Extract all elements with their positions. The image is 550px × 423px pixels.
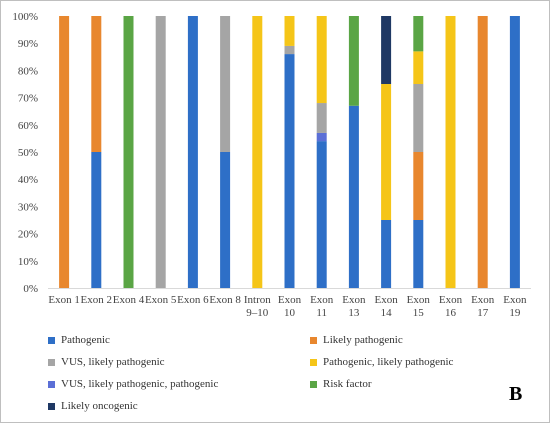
- y-tick-label: 40%: [18, 174, 38, 186]
- x-tick-label: 19: [509, 307, 521, 319]
- x-tick-label: Exon: [439, 294, 463, 306]
- x-tick-label: Intron: [244, 294, 271, 306]
- bar-segment: [477, 16, 488, 288]
- legend-label: VUS, likely pathogenic: [61, 356, 165, 368]
- x-tick-label: 14: [381, 307, 393, 319]
- x-tick-label: Exon: [503, 294, 527, 306]
- bar-segment: [155, 16, 166, 288]
- x-tick-label: 15: [413, 307, 425, 319]
- bar-segment: [220, 16, 231, 152]
- bar-segment: [220, 152, 231, 288]
- legend-label: VUS, likely pathogenic, pathogenic: [61, 378, 219, 390]
- legend-swatch: [48, 336, 55, 344]
- legend-item: Pathogenic: [48, 334, 110, 346]
- y-tick-label: 0%: [23, 283, 38, 295]
- x-tick-label: Exon 4: [113, 294, 145, 306]
- legend-label: Likely oncogenic: [61, 400, 138, 412]
- x-tick-label: 11: [316, 307, 327, 319]
- y-tick-label: 50%: [18, 147, 38, 159]
- bar-segment: [316, 103, 327, 133]
- legend-item: Likely pathogenic: [310, 334, 403, 346]
- y-tick-label: 80%: [18, 65, 38, 77]
- y-tick-label: 10%: [18, 256, 38, 268]
- bar-segment: [187, 16, 198, 288]
- x-tick-label: 9–10: [246, 307, 269, 319]
- bar-segment: [284, 45, 295, 55]
- bar-segment: [284, 16, 295, 46]
- legend-item: Pathogenic, likely pathogenic: [310, 356, 453, 368]
- x-tick-label: Exon: [471, 294, 495, 306]
- legend-label: Risk factor: [323, 378, 372, 390]
- legend-swatch: [48, 380, 55, 388]
- legend-swatch: [310, 380, 317, 388]
- x-tick-label: Exon: [310, 294, 334, 306]
- bar-segment: [445, 16, 456, 288]
- legend-item: Likely oncogenic: [48, 400, 138, 412]
- bar-segment: [316, 141, 327, 288]
- bar-segment: [509, 16, 520, 288]
- bar-segment: [284, 54, 295, 288]
- bar-segment: [316, 132, 327, 142]
- x-tick-label: Exon 6: [177, 294, 209, 306]
- bar-segment: [316, 16, 327, 104]
- bar-segment: [413, 51, 424, 84]
- legend-label: Likely pathogenic: [323, 334, 403, 346]
- x-tick-label: Exon: [342, 294, 366, 306]
- bar-segment: [413, 152, 424, 220]
- legend-swatch: [310, 358, 317, 366]
- bar-segment: [91, 16, 102, 152]
- x-tick-label: Exon 1: [48, 294, 79, 306]
- bar-segment: [381, 220, 392, 288]
- x-tick-label: 16: [445, 307, 457, 319]
- legend-label: Pathogenic: [61, 334, 110, 346]
- legend-item: VUS, likely pathogenic, pathogenic: [48, 378, 218, 390]
- legend-item: Risk factor: [310, 378, 372, 390]
- legend-item: VUS, likely pathogenic: [48, 356, 165, 368]
- bar-segment: [91, 152, 102, 288]
- x-tick-label: Exon 5: [145, 294, 177, 306]
- bar-segment: [348, 16, 359, 106]
- legend-swatch: [48, 402, 55, 410]
- x-tick-label: Exon 8: [209, 294, 241, 306]
- x-tick-label: Exon: [407, 294, 431, 306]
- y-tick-label: 20%: [18, 229, 38, 241]
- x-tick-label: 17: [477, 307, 489, 319]
- y-tick-label: 60%: [18, 120, 38, 132]
- legend-swatch: [48, 358, 55, 366]
- x-tick-label: Exon: [374, 294, 398, 306]
- x-tick-label: 10: [284, 307, 296, 319]
- bar-segment: [413, 220, 424, 288]
- y-tick-label: 30%: [18, 201, 38, 213]
- y-tick-label: 70%: [18, 93, 38, 105]
- x-tick-label: 13: [348, 307, 360, 319]
- legend-label: Pathogenic, likely pathogenic: [323, 356, 454, 368]
- bar-segment: [381, 16, 392, 84]
- panel-label: B: [509, 383, 523, 405]
- bar-segment: [348, 105, 359, 288]
- legend-swatch: [310, 336, 317, 344]
- y-tick-label: 100%: [12, 11, 38, 23]
- bar-segment: [252, 16, 263, 288]
- bar-segment: [59, 16, 70, 288]
- x-tick-label: Exon: [278, 294, 302, 306]
- y-tick-label: 90%: [18, 38, 38, 50]
- bar-segment: [413, 84, 424, 152]
- bar-segment: [413, 16, 424, 52]
- x-tick-label: Exon 2: [81, 294, 112, 306]
- bar-segment: [381, 84, 392, 220]
- bar-segment: [123, 16, 134, 288]
